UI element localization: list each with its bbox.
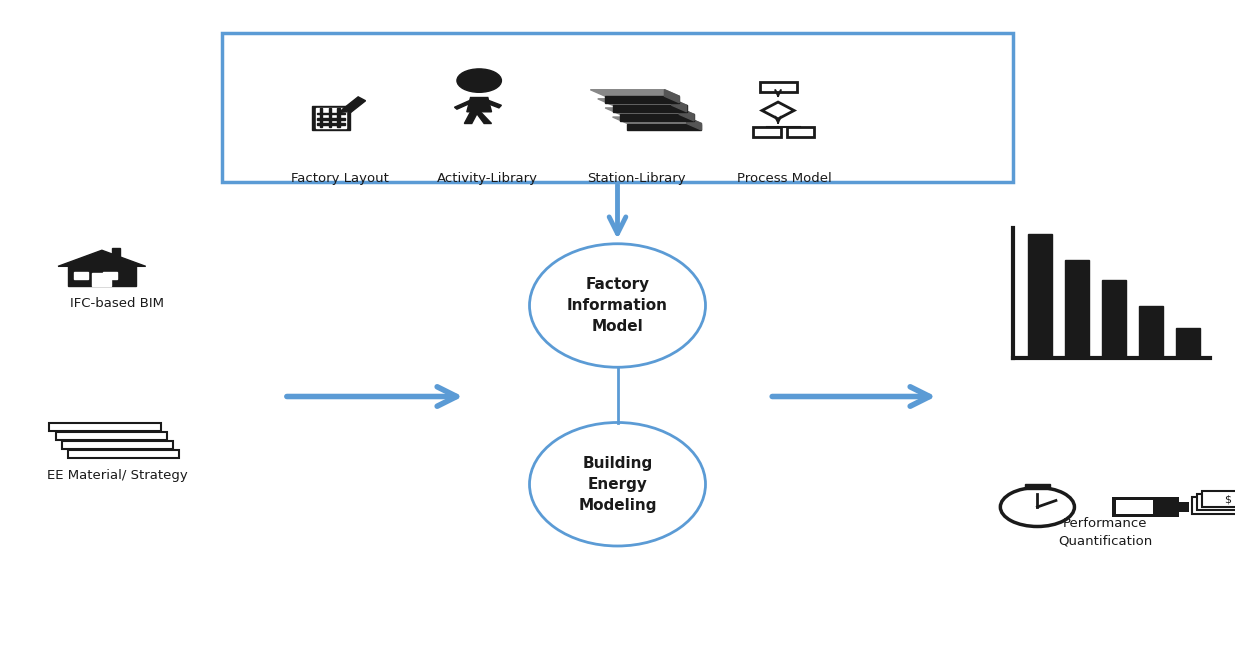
- Polygon shape: [762, 102, 794, 119]
- Text: Factory
Information
Model: Factory Information Model: [567, 277, 668, 334]
- Bar: [317, 113, 345, 114]
- Bar: [1176, 328, 1200, 358]
- Bar: [68, 450, 179, 458]
- Bar: [1065, 260, 1089, 358]
- Bar: [1179, 502, 1189, 512]
- Circle shape: [457, 69, 501, 92]
- Bar: [74, 272, 88, 279]
- Polygon shape: [312, 105, 350, 130]
- Bar: [104, 272, 117, 279]
- Bar: [1102, 280, 1126, 358]
- Circle shape: [1000, 488, 1074, 526]
- Bar: [49, 423, 161, 431]
- Bar: [1197, 494, 1235, 510]
- Polygon shape: [467, 98, 492, 112]
- Polygon shape: [475, 112, 492, 124]
- Bar: [787, 127, 814, 136]
- Bar: [329, 108, 331, 127]
- FancyBboxPatch shape: [222, 32, 1013, 182]
- Bar: [62, 441, 173, 449]
- Polygon shape: [679, 108, 694, 121]
- Polygon shape: [590, 90, 679, 96]
- Polygon shape: [672, 99, 687, 112]
- Text: Station-Library: Station-Library: [587, 172, 685, 185]
- Ellipse shape: [530, 244, 705, 367]
- Bar: [1028, 234, 1052, 358]
- Bar: [1192, 497, 1235, 514]
- Bar: [1116, 500, 1153, 514]
- Text: $: $: [1224, 494, 1231, 504]
- Polygon shape: [620, 114, 694, 121]
- Text: IFC-based BIM: IFC-based BIM: [70, 297, 164, 310]
- Bar: [337, 108, 340, 127]
- Bar: [760, 82, 797, 92]
- Polygon shape: [454, 100, 473, 109]
- Polygon shape: [598, 99, 687, 105]
- Ellipse shape: [530, 422, 705, 546]
- Polygon shape: [343, 97, 366, 112]
- Bar: [91, 274, 111, 286]
- Polygon shape: [627, 124, 701, 130]
- Polygon shape: [485, 100, 501, 108]
- Bar: [56, 432, 167, 440]
- Text: Building
Energy
Modeling: Building Energy Modeling: [578, 456, 657, 513]
- Polygon shape: [464, 112, 478, 124]
- Polygon shape: [68, 266, 136, 286]
- Polygon shape: [613, 117, 701, 124]
- Text: Activity-Library: Activity-Library: [437, 172, 538, 185]
- Bar: [1202, 491, 1235, 507]
- Polygon shape: [605, 96, 679, 103]
- Bar: [1025, 484, 1050, 489]
- Polygon shape: [762, 102, 794, 119]
- Bar: [1112, 497, 1179, 517]
- Text: Factory Layout: Factory Layout: [290, 172, 389, 185]
- Bar: [320, 108, 322, 127]
- Polygon shape: [605, 108, 694, 114]
- Bar: [317, 118, 345, 120]
- Polygon shape: [316, 107, 346, 128]
- Bar: [1139, 306, 1163, 358]
- Text: Process Model: Process Model: [737, 172, 831, 185]
- Polygon shape: [664, 90, 679, 103]
- Bar: [317, 124, 345, 125]
- Polygon shape: [340, 109, 347, 112]
- Text: EE Material/ Strategy: EE Material/ Strategy: [47, 469, 188, 482]
- Bar: [112, 248, 120, 259]
- Bar: [753, 127, 781, 136]
- Polygon shape: [687, 117, 701, 130]
- Text: Performance
Quantification: Performance Quantification: [1058, 517, 1152, 548]
- Polygon shape: [613, 105, 687, 112]
- Polygon shape: [58, 250, 146, 266]
